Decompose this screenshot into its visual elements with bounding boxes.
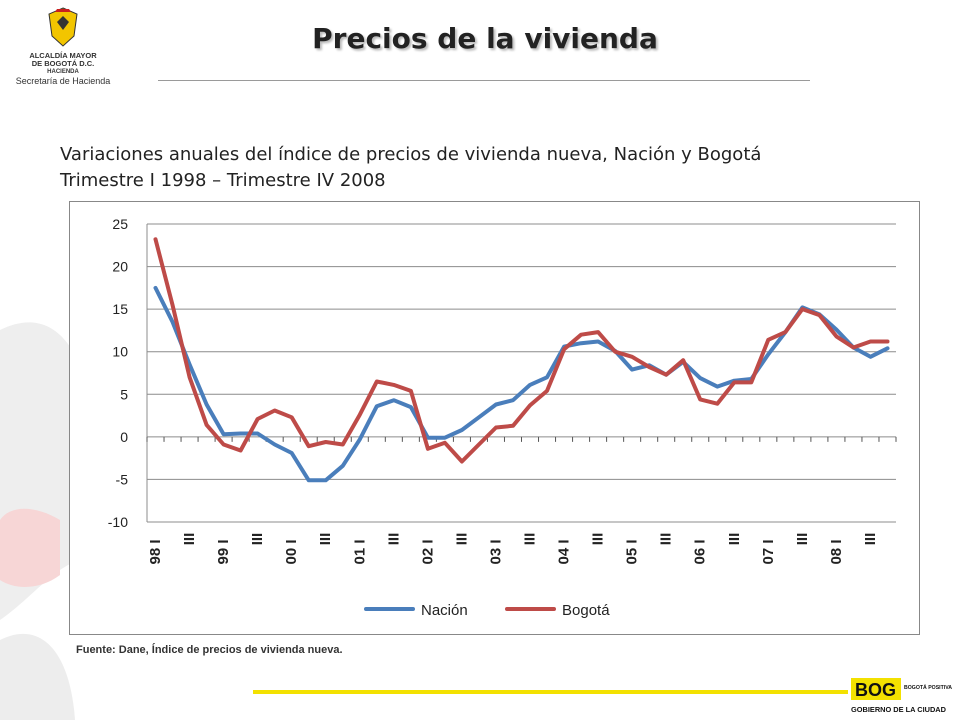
x-tick-label: 00 I [283, 539, 300, 564]
x-tick-label: III [317, 533, 334, 546]
bogota-positiva-logo: BOG BOGOTÁ POSITIVA GOBIERNO DE LA CIUDA… [849, 676, 955, 716]
bog-slogan-bottom: GOBIERNO DE LA CIUDAD [851, 705, 947, 714]
x-tick-label: 03 I [487, 539, 504, 564]
x-tick-label: III [249, 533, 266, 546]
y-tick-label: 5 [120, 386, 128, 402]
x-tick-label: 02 I [419, 539, 436, 564]
source-note: Fuente: Dane, Índice de precios de vivie… [76, 644, 343, 656]
x-tick-label: 08 I [828, 539, 845, 564]
x-tick-label: 06 I [692, 539, 709, 564]
x-tick-label: III [385, 533, 402, 546]
x-tick-label: 98 I [147, 539, 164, 564]
logo-line-3: HACIENDA [47, 69, 79, 75]
subtitle-line-1: Variaciones anuales del índice de precio… [60, 144, 762, 165]
y-tick-label: 0 [120, 429, 128, 445]
x-tick-label: 07 I [760, 539, 777, 564]
footer-divider [253, 690, 848, 694]
x-tick-label: 99 I [215, 539, 232, 564]
x-tick-label: 05 I [624, 539, 641, 564]
x-tick-label: III [453, 533, 470, 546]
chart-frame: 25 20 15 10 5 0 -5 -10 98 I III 99 I III 00 I III 01 I… [69, 201, 920, 635]
x-tick-label: III [794, 533, 811, 546]
logo-line-2: DE BOGOTÁ D.C. [31, 59, 95, 68]
x-tick-label: III [726, 533, 743, 546]
alcaldia-logo: ALCALDÍA MAYOR DE BOGOTÁ D.C. HACIENDA S… [8, 6, 118, 92]
bog-slogan-top: BOGOTÁ POSITIVA [904, 684, 952, 691]
legend-label: Nación [421, 602, 468, 619]
y-tick-label: 10 [112, 344, 128, 360]
x-tick-label: III [181, 533, 198, 546]
legend-label: Bogotá [562, 602, 610, 619]
y-tick-label: 20 [112, 259, 128, 275]
logo-line-4: Secretaría de Hacienda [15, 76, 111, 86]
series-line-bogota [153, 237, 890, 464]
y-tick-label: 15 [112, 301, 128, 317]
title-divider [158, 80, 810, 81]
x-tick-label: III [522, 533, 539, 546]
logo-line-1: ALCALDÍA MAYOR [29, 51, 97, 60]
bog-brand-text: BOG [855, 680, 896, 700]
chart-subtitle: Variaciones anuales del índice de precio… [60, 142, 761, 194]
y-tick-label: -5 [116, 471, 129, 487]
coat-of-arms-icon [48, 7, 78, 47]
x-tick-label: III [658, 533, 675, 546]
x-tick-label: 04 I [556, 539, 573, 564]
line-chart: 25 20 15 10 5 0 -5 -10 98 I III 99 I III 00 I III 01 I… [108, 216, 897, 619]
x-tick-label: III [862, 533, 879, 546]
x-tick-label: III [590, 533, 607, 546]
x-tick-label: 01 I [351, 539, 368, 564]
y-tick-label: -10 [108, 514, 128, 530]
series-line-nacion [153, 285, 890, 483]
subtitle-line-2: Trimestre I 1998 – Trimestre IV 2008 [60, 170, 386, 191]
page-title: Precios de la vivienda [312, 22, 658, 55]
y-tick-label: 25 [112, 216, 128, 232]
